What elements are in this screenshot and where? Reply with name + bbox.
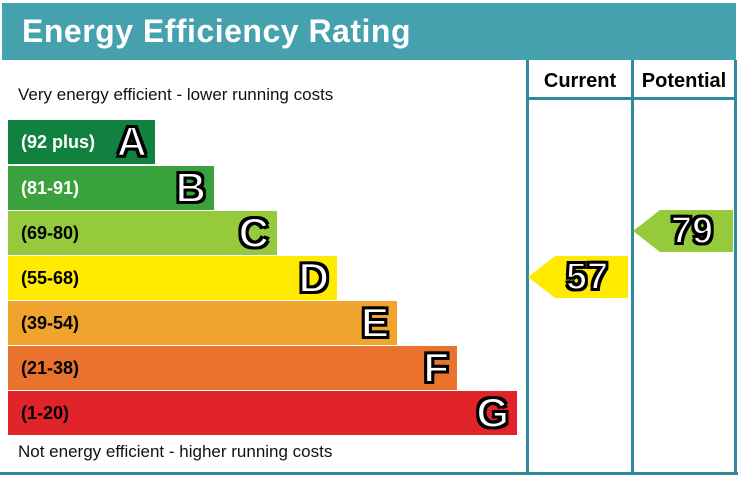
top-note: Very energy efficient - lower running co… [18,85,334,104]
grid-vertical-line-left [526,60,529,472]
band-row-e: (39-54) E [8,299,397,346]
title-banner: Energy Efficiency Rating [2,3,736,60]
band-range-label: (81-91) [21,177,80,198]
page-title: Energy Efficiency Rating [22,13,411,49]
grid-vertical-line-middle [631,60,634,472]
band-range-label: (39-54) [21,312,80,333]
band-row-d: (55-68) D [8,254,337,301]
band-letter: A [116,118,148,165]
band-letter: D [298,254,330,301]
band-letter: C [238,209,270,256]
band-letter: G [475,389,510,436]
band-letter: F [422,344,450,391]
bottom-note: Not energy efficient - higher running co… [18,442,333,461]
band-range-label: (1-20) [21,402,70,423]
band-range-label: (21-38) [21,357,80,378]
grid-vertical-line-right [734,60,737,472]
band-row-c: (69-80) C [8,209,277,256]
band-row-a: (92 plus) A [8,118,155,165]
band-range-label: (92 plus) [21,131,96,152]
potential-rating-value: 79 [670,210,714,252]
band-letter: B [175,164,207,211]
grid-header-underline [526,97,737,100]
band-letter: E [360,299,390,346]
current-column-header: Current [543,69,617,92]
potential-rating-arrow: 79 [633,210,733,252]
current-rating-arrow: 57 [528,256,628,298]
band-row-b: (81-91) B [8,164,214,211]
current-rating-value: 57 [565,256,609,298]
band-range-label: (55-68) [21,267,80,288]
potential-column-header: Potential [641,69,727,92]
band-range-label: (69-80) [21,222,80,243]
grid-bottom-line [0,472,738,475]
band-row-f: (21-38) F [8,344,457,391]
band-row-g: (1-20) G [8,389,517,436]
